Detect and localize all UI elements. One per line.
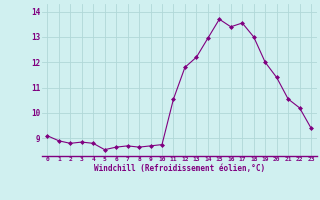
X-axis label: Windchill (Refroidissement éolien,°C): Windchill (Refroidissement éolien,°C) <box>94 164 265 173</box>
